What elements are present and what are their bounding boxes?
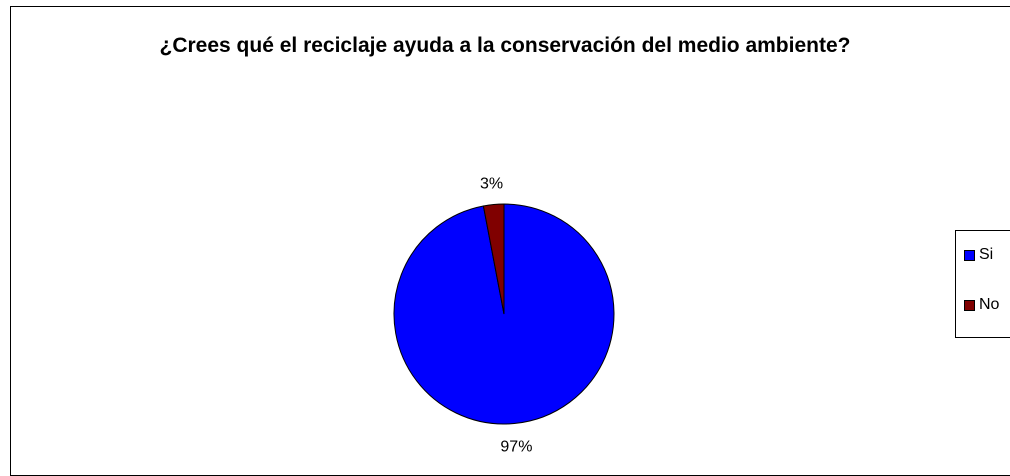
pie-chart: 97% 3% xyxy=(393,176,615,455)
data-label-si: 97% xyxy=(500,438,532,455)
legend-swatch-no xyxy=(964,299,975,311)
legend-label-si: Si xyxy=(979,246,994,263)
pie-slice-no xyxy=(482,203,505,315)
data-label-no: 3% xyxy=(480,176,503,193)
chart-title: ¿Crees qué el reciclaje ayuda a la conse… xyxy=(159,34,851,57)
legend: Si No xyxy=(955,230,1010,338)
legend-swatch-si xyxy=(964,249,975,261)
legend-item-no: No xyxy=(964,295,999,315)
legend-label-no: No xyxy=(979,296,1000,313)
legend-item-si: Si xyxy=(964,245,993,265)
